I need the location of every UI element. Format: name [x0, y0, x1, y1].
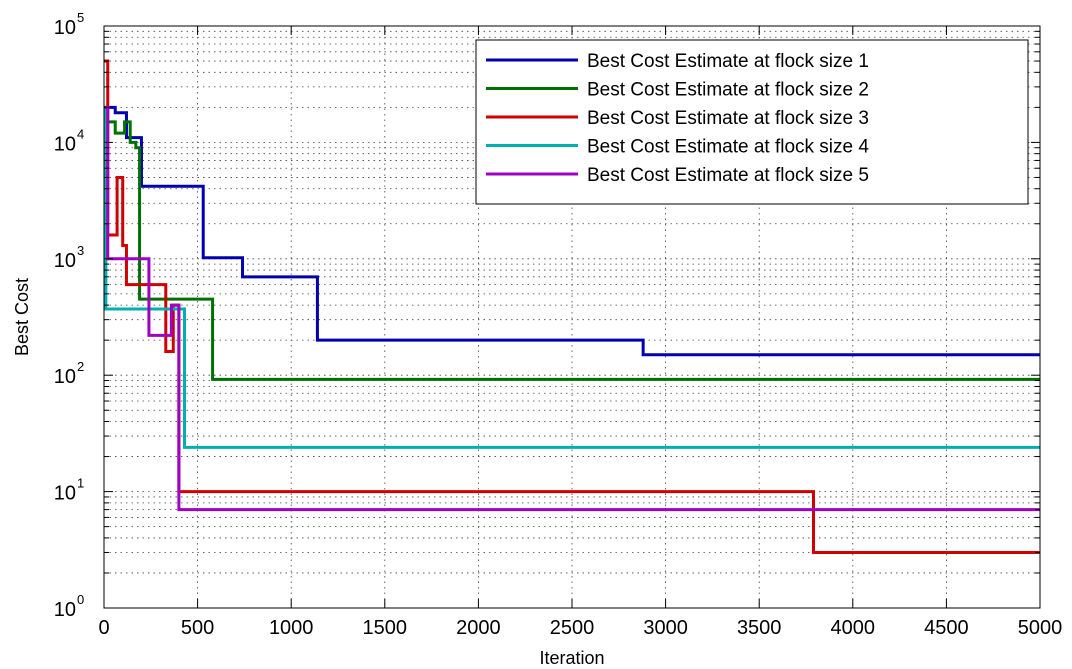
x-tick-label: 4500: [924, 617, 969, 639]
x-tick-label: 1000: [269, 617, 314, 639]
legend-box: [475, 39, 1029, 205]
y-tick-exponent: 5: [77, 10, 84, 25]
x-tick-label: 4000: [831, 617, 876, 639]
x-tick-label: 2000: [456, 617, 501, 639]
y-tick-base: 10: [54, 483, 76, 505]
y-tick-label: 10 4: [54, 126, 84, 155]
y-tick-label: 10 2: [54, 359, 84, 388]
legend-entry-4: Best Cost Estimate at flock size 4: [587, 137, 869, 158]
y-tick-exponent: 3: [77, 243, 84, 258]
legend-entry-2: Best Cost Estimate at flock size 2: [587, 80, 869, 101]
y-tick-exponent: 4: [77, 126, 84, 141]
x-tick-label: 500: [181, 617, 214, 639]
legend-entry-3: Best Cost Estimate at flock size 3: [587, 108, 869, 129]
x-axis-label: Iteration: [539, 648, 604, 668]
tick-marks: [103, 25, 1041, 609]
y-tick-base: 10: [54, 250, 76, 272]
series-line-2: [104, 120, 1040, 381]
y-axis-label: Best Cost: [12, 278, 32, 356]
y-tick-label: 10 1: [54, 476, 84, 505]
series-line-1: [104, 105, 1040, 357]
x-tick-label: 2500: [550, 617, 595, 639]
y-tick-base: 10: [54, 133, 76, 155]
y-tick-base: 10: [54, 17, 76, 39]
y-tick-exponent: 2: [77, 359, 84, 374]
series-layer: [104, 59, 1040, 554]
y-tick-label: 10 0: [54, 592, 84, 621]
y-tick-base: 10: [54, 366, 76, 388]
legend-entry-5: Best Cost Estimate at flock size 5: [587, 165, 869, 186]
x-tick-label: 5000: [1018, 617, 1063, 639]
y-tick-label: 10 3: [54, 243, 84, 272]
x-tick-label: 3000: [643, 617, 688, 639]
legend-entry-1: Best Cost Estimate at flock size 1: [587, 51, 869, 72]
x-tick-label: 1500: [363, 617, 408, 639]
x-tick-labels: 0 500 1000 1500 2000 2500 3000 3500 4000 4500 5000: [98, 617, 1062, 639]
y-tick-exponent: 1: [77, 476, 84, 491]
x-tick-label: 0: [98, 617, 109, 639]
y-tick-label: 10 5: [54, 10, 84, 39]
legend: Best Cost Estimate at flock size 1 Best C…: [475, 39, 1029, 205]
y-tick-exponent: 0: [77, 592, 84, 607]
y-tick-base: 10: [54, 599, 76, 621]
x-tick-label: 3500: [737, 617, 782, 639]
series-line-5: [104, 105, 1040, 512]
